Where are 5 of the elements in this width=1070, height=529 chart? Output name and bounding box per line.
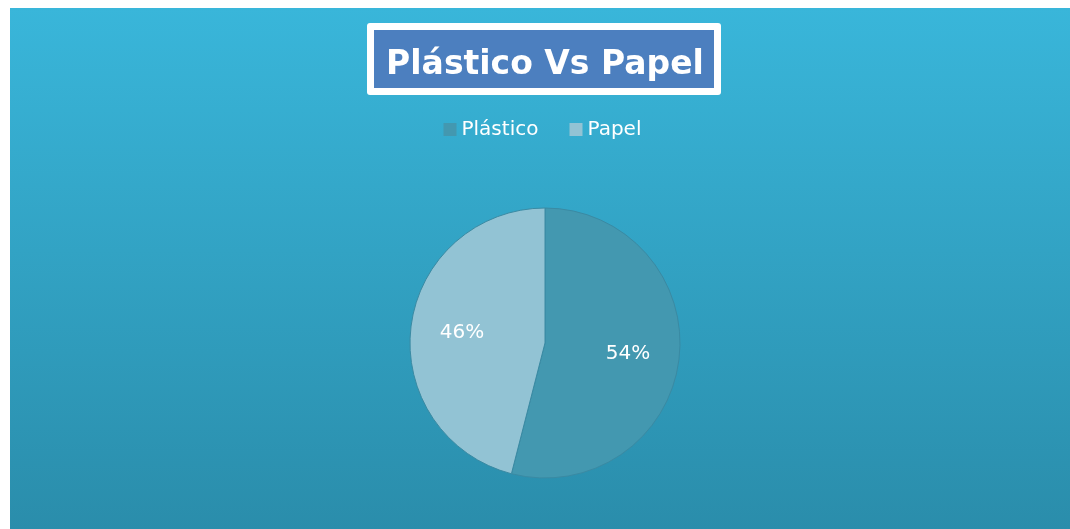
- data-label: 46%: [439, 319, 485, 344]
- chart-title: Plástico Vs Papel: [386, 43, 704, 82]
- data-label: 54%: [605, 339, 651, 364]
- legend-label: Papel: [587, 116, 642, 140]
- legend-label: Plástico: [461, 116, 539, 140]
